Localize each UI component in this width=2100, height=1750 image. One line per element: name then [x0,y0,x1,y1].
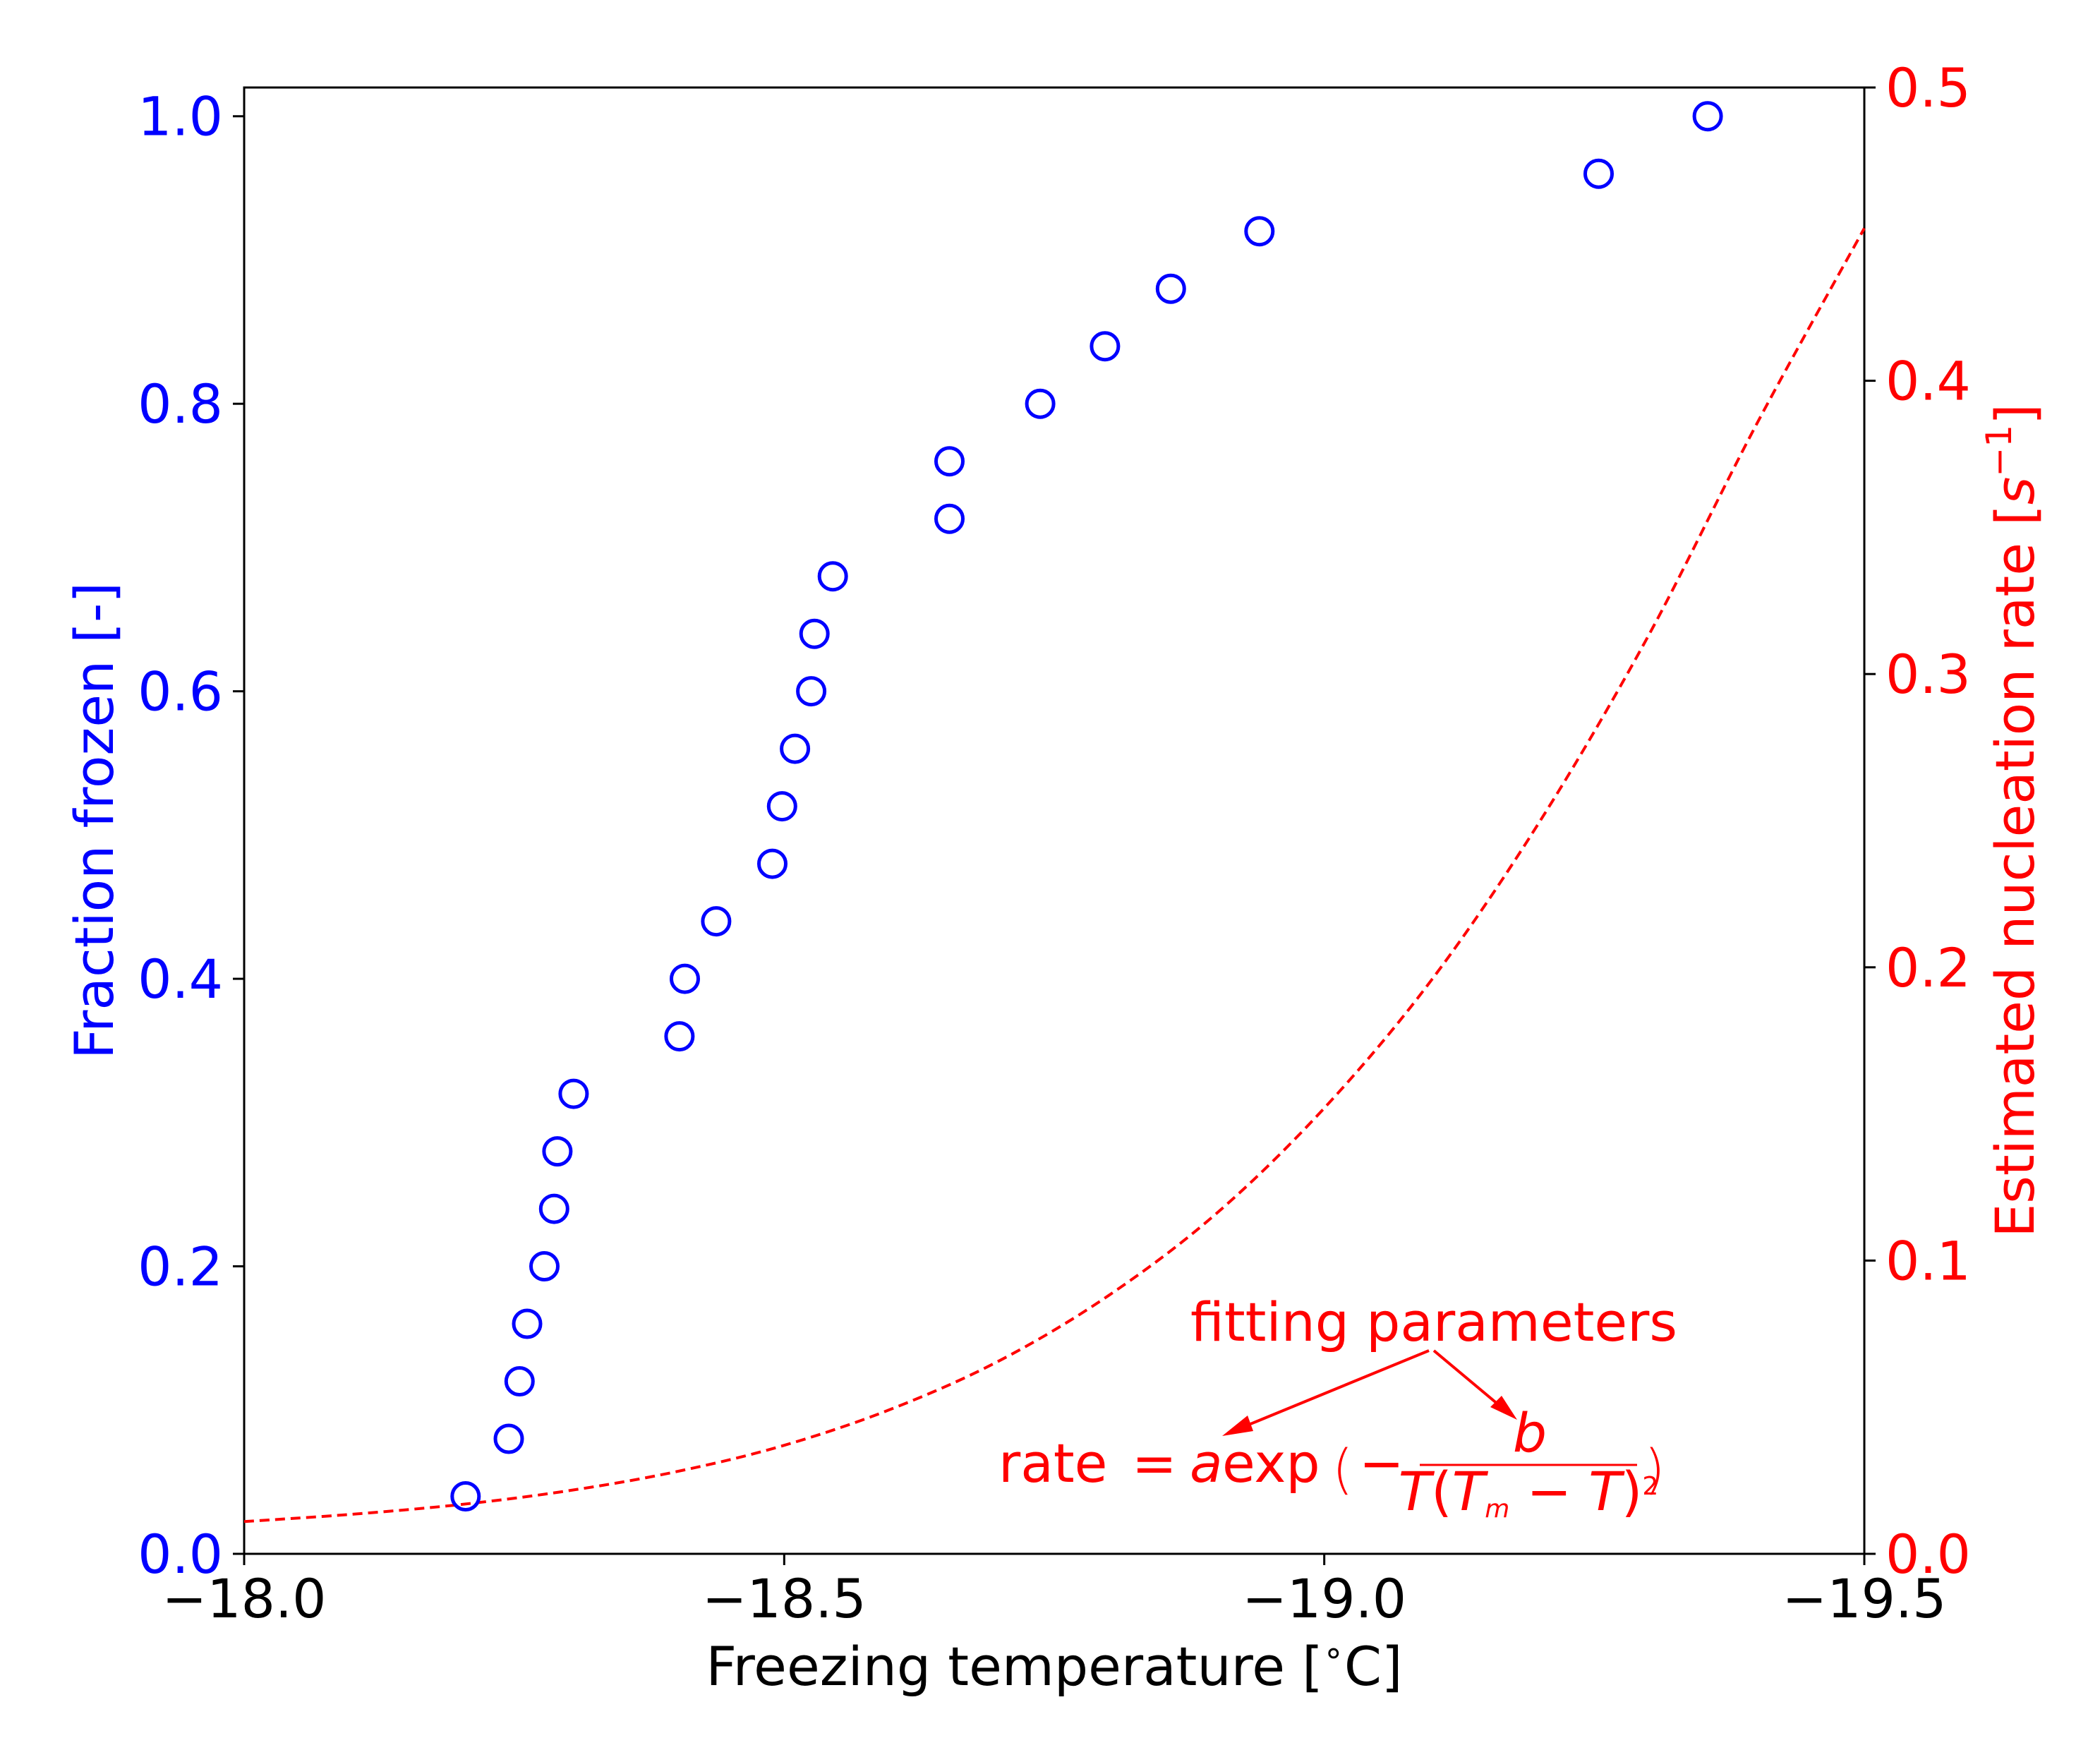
formula-eq: = [1132,1432,1177,1495]
x-tick-label: −18.0 [162,1567,327,1630]
data-point [1025,388,1056,419]
formula-lhs: rate [998,1432,1107,1495]
left-tick-label: 0.8 [138,373,223,435]
data-point [1090,331,1121,362]
formula-numerator: b [1513,1401,1547,1464]
plot-area [243,86,1866,1555]
right-axis-title-var: s [1984,477,2046,505]
left-axis-title: Fraction frozen [-] [63,582,126,1059]
left-tick-label: 0.6 [138,660,223,723]
data-point [934,503,965,534]
x-tick-label: −19.5 [1782,1567,1947,1630]
right-axis-ticks: 0.0 0.1 0.2 0.3 0.4 0.5 [1864,56,1971,1586]
left-tick-label: 1.0 [138,85,223,148]
right-tick-label: 0.3 [1885,643,1971,706]
formula-den-close: ) [1622,1460,1643,1523]
right-tick-label: 0.1 [1885,1229,1971,1292]
right-tick-label: 0.4 [1885,350,1971,413]
data-point [934,446,965,477]
formula-den-m: m [1485,1495,1509,1523]
left-tick-label: 0.2 [138,1236,223,1298]
annotation-formula: rate = a exp ( − b T(Tm − T)2 ) [998,1401,1665,1523]
arrow-to-a-head [1222,1416,1253,1436]
data-point [817,561,848,592]
right-tick-label: 0.2 [1885,936,1971,999]
left-axis-ticks: 0.0 0.2 0.4 0.6 0.8 1.0 [138,85,244,1586]
data-point [512,1308,543,1339]
x-axis-title: Freezing temperature [∘C] [706,1633,1402,1698]
data-points-layer [450,101,1723,1511]
arrow-to-a-line [1238,1349,1430,1430]
right-tick-label: 0.0 [1885,1523,1971,1586]
formula-rparen: ) [1644,1437,1665,1500]
left-tick-label: 0.0 [138,1523,223,1586]
left-tick-label: 0.4 [138,948,223,1010]
data-point [780,733,811,764]
annotation-arrows [1222,1349,1517,1436]
formula-den-sup: 2 [1642,1472,1658,1501]
right-axis-title-suffix: ] [1984,404,2046,425]
arrow-to-b-head [1490,1396,1517,1420]
formula-a: a [1190,1432,1223,1495]
data-point [538,1193,569,1224]
right-axis-title-prefix: Estimated nucleation rate [ [1984,505,2046,1238]
formula-den-Tm: T [1452,1460,1489,1523]
x-tick-label: −19.0 [1242,1567,1406,1630]
formula-denominator: T(Tm − T)2 [1399,1460,1659,1523]
data-point [504,1366,535,1396]
annotation-fitting-parameters: fitting parameters [1190,1291,1677,1353]
x-axis-title-degree: ∘ [1323,1633,1344,1672]
data-point [757,848,788,879]
right-axis-title-sup: −1 [1979,425,2020,477]
formula-den-T2: T [1588,1460,1625,1523]
x-axis-title-suffix: C] [1344,1635,1403,1698]
formula-den-T: T [1399,1460,1435,1523]
x-axis-title-prefix: Freezing temperature [ [706,1635,1322,1698]
formula-minus: − [1359,1432,1404,1495]
data-point [664,1021,695,1052]
right-axis-title: Estimated nucleation rate [s−1] [1979,404,2046,1238]
data-point [1244,216,1275,247]
data-point [450,1481,481,1511]
data-point [1155,273,1186,304]
data-point [1583,158,1614,189]
data-point [542,1136,573,1167]
data-point [558,1078,589,1109]
data-point [766,791,797,822]
formula-den-minus: − [1509,1460,1588,1523]
formula-den-open: ( [1431,1460,1452,1523]
x-axis-ticks: −18.0 −18.5 −19.0 −19.5 [162,1554,1947,1630]
data-point [529,1251,560,1281]
data-point [799,618,830,649]
data-point [670,963,700,994]
x-tick-label: −18.5 [702,1567,867,1630]
formula-exp: exp [1222,1432,1320,1495]
data-point [796,676,827,707]
formula-lparen: ( [1332,1437,1353,1500]
data-point [493,1423,524,1454]
right-tick-label: 0.5 [1885,56,1971,119]
data-point [701,906,732,937]
data-point [1692,101,1723,132]
arrow-to-b-line [1432,1349,1504,1410]
